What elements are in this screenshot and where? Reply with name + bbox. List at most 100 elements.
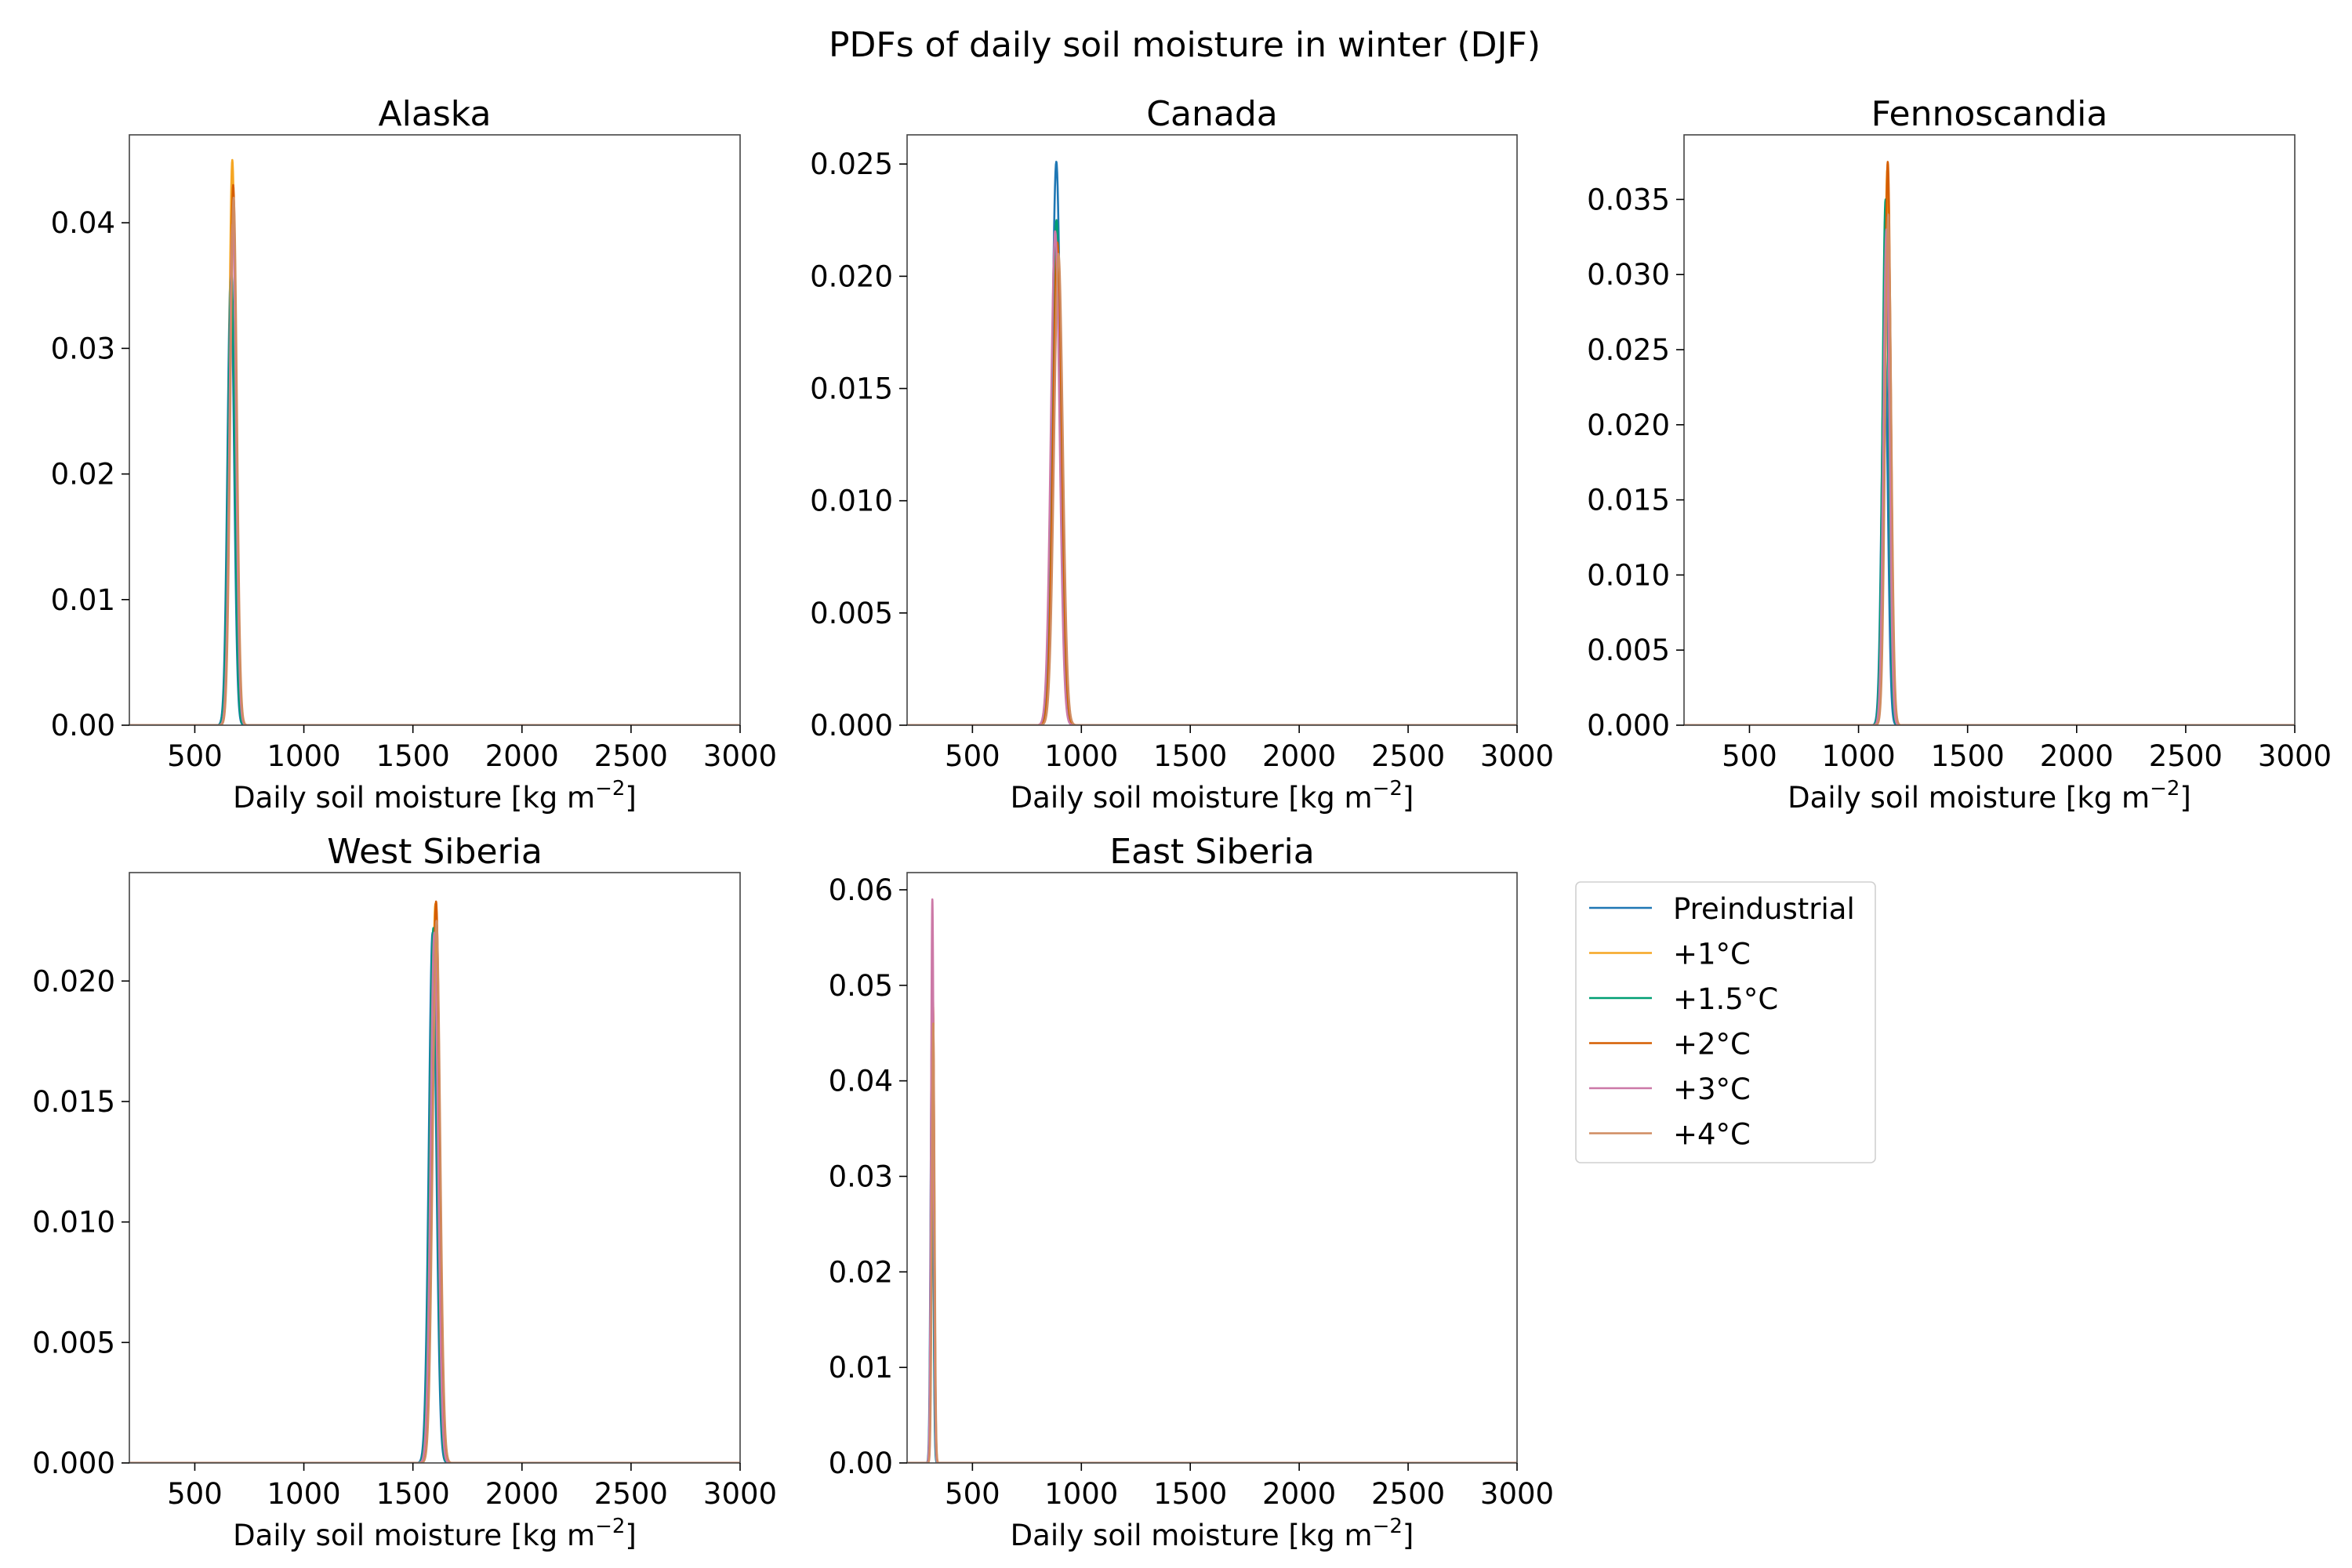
legend-item: +1.5°C [1589,982,1778,1016]
x-axis-label-end: ] [2180,781,2190,815]
x-tick-label: 1000 [267,739,340,773]
x-tick-label: 1000 [1044,1477,1118,1511]
x-tick-label: 500 [1722,739,1777,773]
axes-frame [129,134,741,726]
y-tick-label: 0.01 [51,583,115,617]
panel-alaska: Alaska 500 1000 1500 2000 2500 3000 0.00 0.01 0.0… [51,94,777,815]
y-tick-label: 0.000 [810,709,893,742]
panel-west-siberia: West Siberia 500 1000 1500 2000 2500 3000 0.000… [32,832,777,1552]
x-tick-label: 3000 [1480,739,1554,773]
x-tick-label: 2000 [1262,739,1336,773]
series-line-+3°C [129,931,740,1463]
series-line-+4°C [129,196,740,725]
x-tick-label: 3000 [703,739,777,773]
y-tick-label: 0.00 [51,709,115,742]
x-axis-label-sup: −2 [2150,777,2180,800]
series-group [907,898,1517,1463]
panel-title: Fennoscandia [1871,94,2108,134]
x-tick-label: 3000 [2258,739,2332,773]
legend-label: +4°C [1673,1118,1751,1152]
x-tick-label: 1500 [1153,1477,1227,1511]
x-tick-label: 1500 [1153,739,1227,773]
x-tick-label: 500 [945,1477,1000,1511]
x-tick-label: 2500 [2149,739,2223,773]
y-tick-label: 0.04 [51,206,115,240]
y-tick-label: 0.02 [829,1255,893,1289]
y-tick-label: 0.015 [810,372,893,406]
x-axis-label: Daily soil moisture [kg m−2] [1011,1515,1414,1552]
legend-item: +3°C [1589,1073,1751,1106]
y-tick-label: 0.020 [1587,408,1670,442]
legend-label: Preindustrial [1673,892,1855,926]
panel-title: West Siberia [327,832,543,872]
x-tick-label: 2500 [1371,1477,1445,1511]
series-line-+4°C [129,920,740,1463]
x-tick-label: 1500 [376,739,450,773]
axes-frame [1683,134,2296,726]
axes-frame [906,134,1518,726]
series-line-+4°C [907,1022,1517,1463]
x-axis-label-sup: −2 [1373,777,1403,800]
x-tick-label: 3000 [1480,1477,1554,1511]
legend-label: +2°C [1673,1028,1751,1062]
x-tick-label: 500 [167,739,223,773]
x-tick-label: 3000 [703,1477,777,1511]
series-line-+2°C [129,900,740,1463]
x-tick-label: 2000 [2040,739,2114,773]
legend-item: Preindustrial [1589,892,1855,926]
series-line-+1.5°C [129,927,740,1463]
x-axis-label-sup: −2 [595,1515,625,1538]
x-tick-label: 2000 [485,1477,559,1511]
legend-item: +4°C [1589,1118,1751,1152]
y-tick-label: 0.035 [1587,183,1670,216]
x-tick-label: 1000 [1044,739,1118,773]
x-tick-label: 500 [945,739,1000,773]
y-tick-label: 0.015 [32,1085,115,1119]
y-tick-label: 0.010 [810,485,893,518]
figure-title: PDFs of daily soil moisture in winter (D… [829,25,1541,65]
x-axis-label: Daily soil moisture [kg m−2] [1011,777,1414,815]
x-axis-label-main: Daily soil moisture [kg m [233,781,595,815]
x-tick-label: 1000 [1821,739,1895,773]
legend-item: +2°C [1589,1028,1751,1062]
x-tick-label: 1500 [1931,739,2005,773]
x-axis-label-main: Daily soil moisture [kg m [233,1519,595,1552]
y-tick-label: 0.010 [32,1206,115,1240]
x-tick-label: 1500 [376,1477,450,1511]
x-axis-label: Daily soil moisture [kg m−2] [1788,777,2191,815]
y-tick-label: 0.005 [32,1326,115,1359]
y-tick-label: 0.025 [810,147,893,181]
y-tick-label: 0.05 [829,969,893,1003]
y-tick-label: 0.015 [1587,484,1670,517]
x-axis-label-sup: −2 [595,777,625,800]
y-tick-label: 0.020 [810,260,893,293]
y-tick-label: 0.000 [1587,709,1670,742]
y-tick-label: 0.03 [51,332,115,365]
x-axis-label-sup: −2 [1373,1515,1403,1538]
panel-east-siberia: East Siberia 500 1000 1500 2000 2500 3000 0.00 0… [829,832,1554,1552]
y-tick-label: 0.025 [1587,333,1670,367]
y-tick-label: 0.030 [1587,258,1670,292]
x-axis-label-end: ] [625,781,636,815]
x-axis-label-end: ] [1403,781,1414,815]
series-line-+1.5°C [129,271,740,725]
axes-frame [129,872,741,1464]
legend-item: +1°C [1589,938,1751,971]
x-tick-label: 2000 [485,739,559,773]
panel-canada: Canada 500 1000 1500 2000 2500 3000 0.000 0.005 0… [810,94,1554,815]
y-tick-label: 0.00 [829,1446,893,1480]
panel-title: Canada [1146,94,1277,134]
y-tick-label: 0.005 [810,597,893,630]
x-tick-label: 2500 [594,739,668,773]
x-axis-label: Daily soil moisture [kg m−2] [233,1515,637,1552]
x-tick-label: 500 [167,1477,223,1511]
x-axis-label-end: ] [625,1519,636,1552]
legend-label: +3°C [1673,1073,1751,1106]
axes-frame [906,872,1518,1464]
x-axis-label-main: Daily soil moisture [kg m [1011,1519,1373,1552]
panels: Alaska 500 1000 1500 2000 2500 3000 0.00 0.01 0.0… [32,94,2332,1552]
x-axis-label-end: ] [1403,1519,1414,1552]
y-tick-label: 0.020 [32,964,115,998]
